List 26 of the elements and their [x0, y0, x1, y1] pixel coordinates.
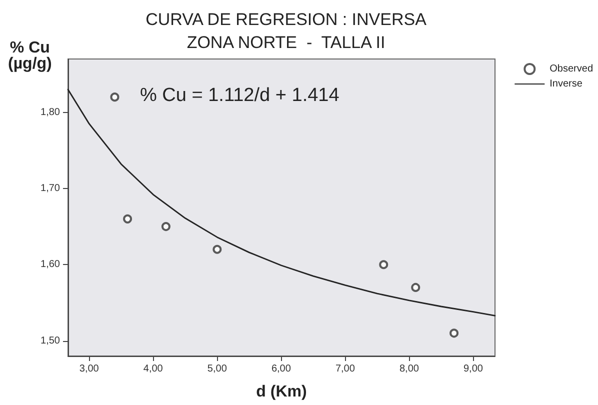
point — [123, 214, 132, 224]
point — [212, 244, 222, 254]
x-tick-label: 7,00 — [335, 364, 356, 374]
point — [110, 92, 120, 102]
annotation: % Cu = 1.112/d + 1.414 — [140, 85, 340, 106]
x-tick-label: 9,00 — [464, 364, 484, 374]
y-tick-label: 1,70 — [40, 182, 60, 194]
point — [411, 282, 420, 292]
x-axis-title: d (Km) — [256, 384, 307, 400]
x-tick-label: 3,00 — [79, 364, 100, 374]
point — [379, 260, 388, 270]
point — [161, 222, 170, 232]
chart-subtitle: ZONA NORTE - TALLA II — [186, 33, 386, 52]
y-axis-title: % Cu (µg/g) — [8, 40, 52, 72]
x-tick-label: 4,00 — [143, 364, 164, 374]
legend-label: Inverse — [550, 78, 583, 90]
y-tick-label: 1,60 — [40, 259, 60, 270]
legend-label: Observed — [550, 64, 594, 74]
x-tick-label: 6,00 — [271, 364, 292, 374]
line-series — [67, 88, 496, 316]
x-tick-label: 8,00 — [399, 364, 420, 374]
chart-title: CURVA DE REGRESION : INVERSA — [146, 10, 428, 29]
y-tick-label: 1,80 — [40, 106, 60, 118]
x-tick-label: 5,00 — [207, 364, 228, 374]
y-tick-label: 1,50 — [40, 335, 60, 346]
point — [450, 328, 459, 338]
